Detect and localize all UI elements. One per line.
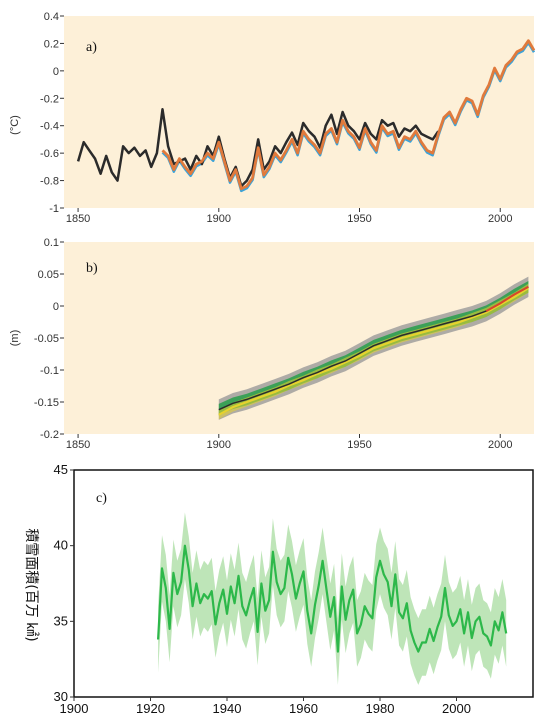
panel-a-ticks: 1850 1900 1950 2000 0.4 0.2 0 -0.2 -0.4 -0.6 -0.8 -…: [40, 11, 512, 225]
y-tick-label: 0.4: [44, 11, 59, 23]
y-tick-label: 0: [53, 301, 59, 313]
x-tick-label: 2000: [488, 439, 512, 451]
x-tick-label: 1900: [207, 213, 231, 225]
y-tick-label: 0.2: [44, 38, 59, 50]
x-tick-label: 1940: [213, 701, 242, 716]
y-tick-label: -0.2: [40, 429, 59, 441]
x-tick-label: 1920: [136, 701, 165, 716]
series-black-line: [218, 286, 529, 411]
panel-a-ylabel: (°C): [9, 115, 21, 135]
x-tick-label: 1980: [366, 701, 395, 716]
panel-c-ticks: 1900 1920 1940 1960 1980 2000 45 40 35 30: [54, 462, 471, 716]
panel-c-series: [157, 512, 508, 685]
uncertainty-band: [158, 512, 507, 685]
x-tick-label: 1900: [207, 439, 231, 451]
panel-c: 1900 1920 1940 1960 1980 2000 45 40 35 30 c) 積雪面積…: [23, 462, 534, 716]
x-tick-label: 1950: [347, 213, 371, 225]
panel-c-ylabel: 積雪面積(百万 ㎢): [23, 528, 39, 641]
series-black-line: [76, 108, 440, 188]
y-tick-label: -0.8: [40, 176, 59, 188]
y-tick-label: 0.1: [44, 237, 59, 249]
y-tick-label: -0.05: [34, 333, 59, 345]
y-tick-label: -0.2: [40, 93, 59, 105]
y-tick-label: -0.15: [34, 397, 59, 409]
y-tick-label: -0.6: [40, 148, 59, 160]
y-tick-label: -0.1: [40, 365, 59, 377]
panel-b-ticks: 1850 1900 1950 2000 0.1 0.05 0 -0.05 -0.1 -0.15 -0…: [34, 237, 513, 451]
panel-a-label: a): [86, 40, 97, 55]
x-tick-label: 1850: [66, 439, 90, 451]
panel-a-series: [76, 39, 536, 193]
x-tick-label: 1950: [347, 439, 371, 451]
y-tick-label: 35: [54, 613, 68, 628]
y-tick-label: 0: [53, 66, 59, 78]
panel-b: 1850 1900 1950 2000 0.1 0.05 0 -0.05 -0.1 -0.15 -0…: [9, 237, 534, 451]
x-tick-label: 2000: [442, 701, 471, 716]
series-orange-line: [161, 39, 536, 191]
panel-b-ylabel: (m): [9, 330, 21, 347]
y-tick-label: 40: [54, 538, 68, 553]
y-tick-label: 30: [54, 689, 68, 704]
x-tick-label: 1900: [60, 701, 89, 716]
series-yellow-line: [218, 287, 529, 416]
panel-b-background: [64, 242, 534, 434]
series-red-line: [485, 285, 529, 312]
y-tick-label: 45: [54, 462, 68, 477]
x-tick-label: 1850: [66, 213, 90, 225]
x-tick-label: 1960: [289, 701, 318, 716]
panel-a: 1850 1900 1950 2000 0.4 0.2 0 -0.2 -0.4 -0.6 -0.8 -…: [9, 11, 536, 225]
panel-c-label: c): [96, 491, 107, 506]
x-tick-label: 2000: [488, 213, 512, 225]
panel-b-series: [218, 276, 529, 420]
y-tick-label: 0.05: [38, 269, 59, 281]
y-tick-label: -1: [49, 203, 59, 215]
panel-a-background: [64, 16, 534, 208]
y-tick-label: -0.4: [40, 121, 59, 133]
panel-b-label: b): [86, 261, 98, 276]
snow-cover-line: [157, 544, 508, 653]
uncertainty-band-yellow: [218, 283, 529, 420]
